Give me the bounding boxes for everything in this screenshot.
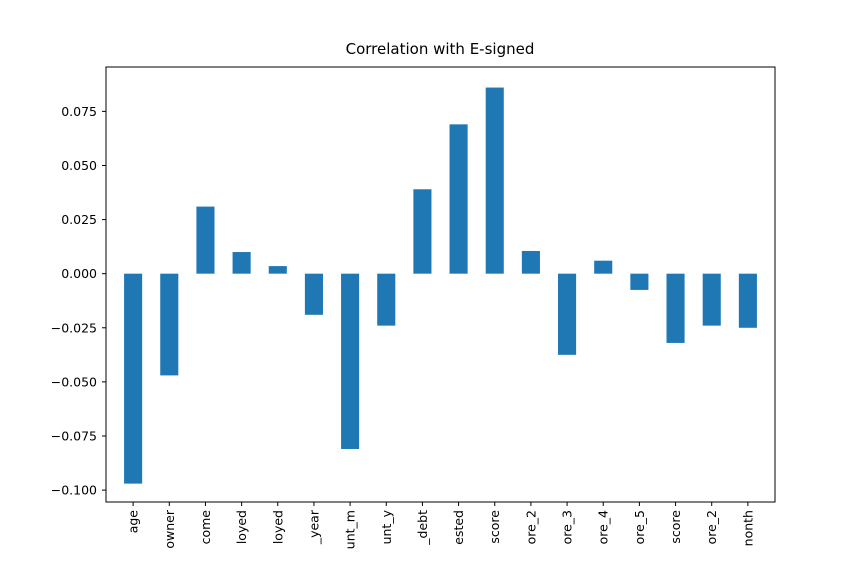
y-tick-label-2: −0.050 <box>51 374 97 389</box>
x-tick-label-9: ested <box>451 510 466 545</box>
bar-11 <box>521 250 540 274</box>
y-tick-label-7: 0.075 <box>61 104 97 119</box>
bar-7 <box>377 273 396 326</box>
bar-2 <box>196 206 215 274</box>
x-tick-label-5: _year <box>306 509 321 545</box>
bar-8 <box>413 189 432 274</box>
x-tick-label-15: score <box>668 510 683 544</box>
y-axis: −0.100 −0.075 −0.050 −0.025 0.000 0.025 0.050 0… <box>51 104 106 498</box>
x-tick-label-6: unt_m <box>343 510 358 549</box>
chart-title: Correlation with E-signed <box>346 40 535 58</box>
bar-9 <box>449 124 468 274</box>
x-tick-label-7: unt_y <box>379 509 394 544</box>
bar-4 <box>268 266 287 274</box>
x-tick-label-16: ore_2 <box>704 510 719 544</box>
y-tick-label-3: −0.025 <box>51 320 97 335</box>
bar-14 <box>630 273 649 290</box>
plot-frame <box>105 66 776 503</box>
x-tick-label-13: ore_4 <box>596 510 611 544</box>
x-tick-label-4: loyed <box>270 510 285 544</box>
bar-3 <box>232 252 251 274</box>
x-axis: age owner come loyed loyed _year unt_m unt_y _de… <box>126 502 755 549</box>
bar-6 <box>341 273 360 449</box>
y-tick-label-5: 0.025 <box>61 212 97 227</box>
x-tick-label-8: _debt <box>415 510 430 546</box>
bar-17 <box>738 273 757 328</box>
x-tick-label-3: loyed <box>234 510 249 544</box>
x-tick-label-17: nonth <box>740 510 755 546</box>
bar-0 <box>124 273 143 484</box>
y-tick-label-4: 0.000 <box>61 266 97 281</box>
y-tick-label-1: −0.075 <box>51 428 97 443</box>
y-tick-label-0: −0.100 <box>51 483 97 498</box>
x-tick-label-12: ore_3 <box>560 510 575 544</box>
bar-16 <box>702 273 721 326</box>
bar-5 <box>304 273 323 315</box>
bars-layer <box>124 87 757 484</box>
bar-10 <box>485 87 504 274</box>
bar-12 <box>558 273 577 355</box>
y-tick-label-6: 0.050 <box>61 158 97 173</box>
bar-13 <box>594 260 613 274</box>
bar-15 <box>666 273 685 343</box>
x-tick-label-10: score <box>487 510 502 544</box>
x-tick-label-11: ore_2 <box>523 510 538 544</box>
x-tick-label-14: ore_5 <box>632 510 647 544</box>
x-tick-label-1: owner <box>162 509 177 548</box>
x-tick-label-0: age <box>126 510 141 534</box>
x-tick-label-2: come <box>198 510 213 545</box>
bar-1 <box>160 273 179 376</box>
